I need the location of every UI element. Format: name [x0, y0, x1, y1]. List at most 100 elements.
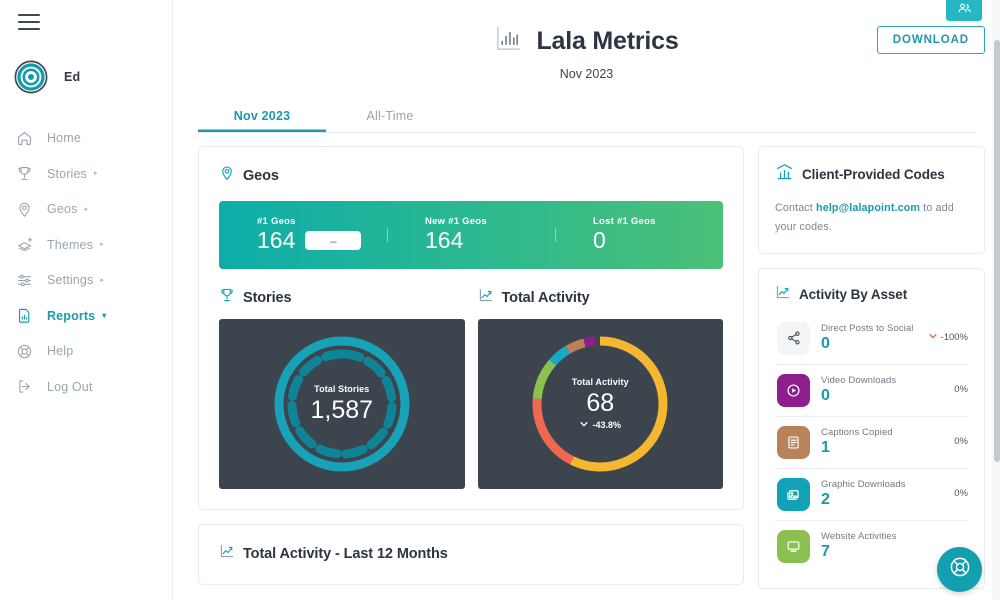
tab-nov-2023[interactable]: Nov 2023	[198, 103, 326, 132]
geos-stat-label: Lost #1 Geos	[593, 216, 656, 228]
map-pin-icon	[14, 199, 34, 219]
sidebar-item-label: Stories	[47, 166, 87, 181]
sidebar-item-log-out[interactable]: Log Out	[0, 369, 172, 405]
sidebar-item-label: Geos	[47, 202, 78, 217]
stories-chart-block: Stories Total Stories 1,587	[219, 287, 465, 489]
monitor-icon	[777, 529, 810, 563]
user-profile[interactable]: Ed	[0, 34, 172, 94]
download-button[interactable]: DOWNLOAD	[876, 26, 985, 54]
asset-value: 0	[821, 334, 830, 352]
video-play-icon	[777, 373, 810, 407]
geos-stats-banner: #1 Geos 164 – New #1 Geos 164 Lost #1 Ge…	[219, 201, 723, 269]
bottom-chart-heading: Total Activity - Last 12 Months	[243, 545, 448, 562]
sidebar-item-stories[interactable]: Stories ▸	[0, 156, 172, 192]
sliders-icon	[14, 270, 34, 290]
codes-text-before: Contact	[775, 202, 817, 214]
page-scrollbar[interactable]	[992, 0, 1000, 600]
sidebar-item-settings[interactable]: Settings ▸	[0, 262, 172, 298]
asset-change: 0%	[954, 384, 968, 397]
trophy-icon	[14, 164, 34, 184]
asset-value: 2	[821, 490, 830, 508]
sidebar-item-geos[interactable]: Geos ▸	[0, 191, 172, 227]
activity-by-asset-card: Activity By Asset Direct Posts to Social	[758, 267, 985, 589]
page-subtitle: Nov 2023	[559, 67, 614, 81]
sidebar-item-label: Home	[47, 131, 81, 146]
sidebar-item-themes[interactable]: Themes ▸	[0, 227, 172, 263]
geos-card: Geos #1 Geos 164 – New #1 Geos 164	[198, 146, 744, 510]
user-name: Ed	[64, 70, 81, 85]
codes-text-after: to add your codes.	[775, 202, 954, 233]
home-icon	[14, 128, 34, 148]
asset-name: Graphic Downloads	[821, 478, 906, 490]
sidebar-item-home[interactable]: Home	[0, 120, 172, 156]
list-item[interactable]: Website Activities 7	[775, 521, 968, 572]
list-item[interactable]: Captions Copied 1 0%	[775, 417, 968, 469]
tab-all-time[interactable]: All-Time	[366, 109, 414, 123]
asset-change: 0%	[954, 436, 968, 449]
total-activity-chart-block: Total Activity	[477, 287, 723, 489]
themes-icon	[14, 235, 34, 255]
asset-list: Direct Posts to Social 0 -100%	[775, 313, 968, 572]
report-doc-icon	[14, 306, 34, 326]
total-activity-12-months-card: Total Activity - Last 12 Months	[198, 524, 744, 585]
sidebar-item-label: Settings	[47, 273, 94, 288]
geos-stat-value: 0	[593, 227, 606, 254]
life-ring-icon	[14, 341, 34, 361]
asset-change-value: 0%	[954, 383, 968, 395]
geos-stat-label: #1 Geos	[257, 216, 296, 228]
users-tab-button[interactable]	[946, 0, 982, 21]
asset-name: Direct Posts to Social	[821, 322, 914, 334]
asset-change: -100%	[928, 331, 968, 346]
geos-stat-value: 164	[257, 227, 296, 254]
total-activity-heading: Total Activity	[501, 289, 590, 306]
dashboard-body: Geos #1 Geos 164 – New #1 Geos 164	[173, 146, 1000, 600]
page-title: Lala Metrics	[536, 26, 679, 55]
support-email-link[interactable]: help@lalapoint.com	[816, 202, 921, 214]
main-content: DOWNLOAD Lala Metrics Nov 2023 Nov 2023 …	[173, 0, 1000, 600]
geos-heading: Geos	[243, 167, 279, 184]
geos-stat-lost: Lost #1 Geos 0	[555, 216, 723, 253]
chevron-right-icon: ▸	[100, 241, 104, 249]
sidebar: Ed Home Stories ▸	[0, 0, 173, 600]
sidebar-item-label: Help	[47, 344, 74, 359]
list-item[interactable]: Video Downloads 0 0%	[775, 365, 968, 417]
page-header: Lala Metrics Nov 2023	[173, 0, 1000, 81]
image-icon	[777, 477, 810, 511]
sidebar-item-reports[interactable]: Reports ▾	[0, 298, 172, 334]
asset-value: 7	[821, 542, 830, 560]
geos-stat-value: 164	[425, 227, 464, 254]
list-item[interactable]: Graphic Downloads 2 0%	[775, 469, 968, 521]
asset-name: Video Downloads	[821, 374, 897, 386]
logout-icon	[14, 377, 34, 397]
asset-value: 0	[821, 386, 830, 404]
donut-charts-row: Stories Total Stories 1,587	[219, 287, 723, 489]
stories-heading: Stories	[243, 289, 292, 306]
total-activity-donut-chart: Total Activity 68 -43.8%	[477, 319, 723, 489]
asset-value: 1	[821, 438, 830, 456]
line-chart-icon	[478, 287, 494, 308]
geos-stat-number-one: #1 Geos 164 –	[219, 216, 387, 253]
scrollbar-thumb[interactable]	[993, 40, 1000, 462]
sidebar-item-help[interactable]: Help	[0, 333, 172, 369]
list-item[interactable]: Direct Posts to Social 0 -100%	[775, 313, 968, 365]
client-codes-text: Contact help@lalapoint.com to add your c…	[775, 199, 968, 237]
asset-change-value: -100%	[940, 331, 968, 343]
chevron-down-icon: ▾	[102, 310, 107, 320]
left-column: Geos #1 Geos 164 – New #1 Geos 164	[198, 146, 744, 600]
bar-chart-up-icon	[775, 162, 794, 186]
help-support-button[interactable]	[937, 547, 982, 592]
map-pin-icon	[219, 165, 235, 186]
line-chart-icon	[219, 543, 235, 564]
hamburger-icon[interactable]	[0, 0, 40, 30]
captions-lines-icon	[777, 425, 810, 459]
stories-donut-svg	[274, 336, 410, 472]
geos-stat-new: New #1 Geos 164	[387, 216, 555, 253]
sidebar-item-label: Log Out	[47, 379, 93, 394]
activity-by-asset-heading: Activity By Asset	[799, 286, 908, 302]
client-provided-codes-card: Client-Provided Codes Contact help@lalap…	[758, 146, 985, 254]
chevron-right-icon: ▸	[100, 276, 105, 284]
line-chart-icon	[775, 284, 791, 305]
right-column: Client-Provided Codes Contact help@lalap…	[758, 146, 985, 600]
client-codes-heading: Client-Provided Codes	[802, 166, 945, 182]
asset-change-value: 0%	[954, 487, 968, 499]
